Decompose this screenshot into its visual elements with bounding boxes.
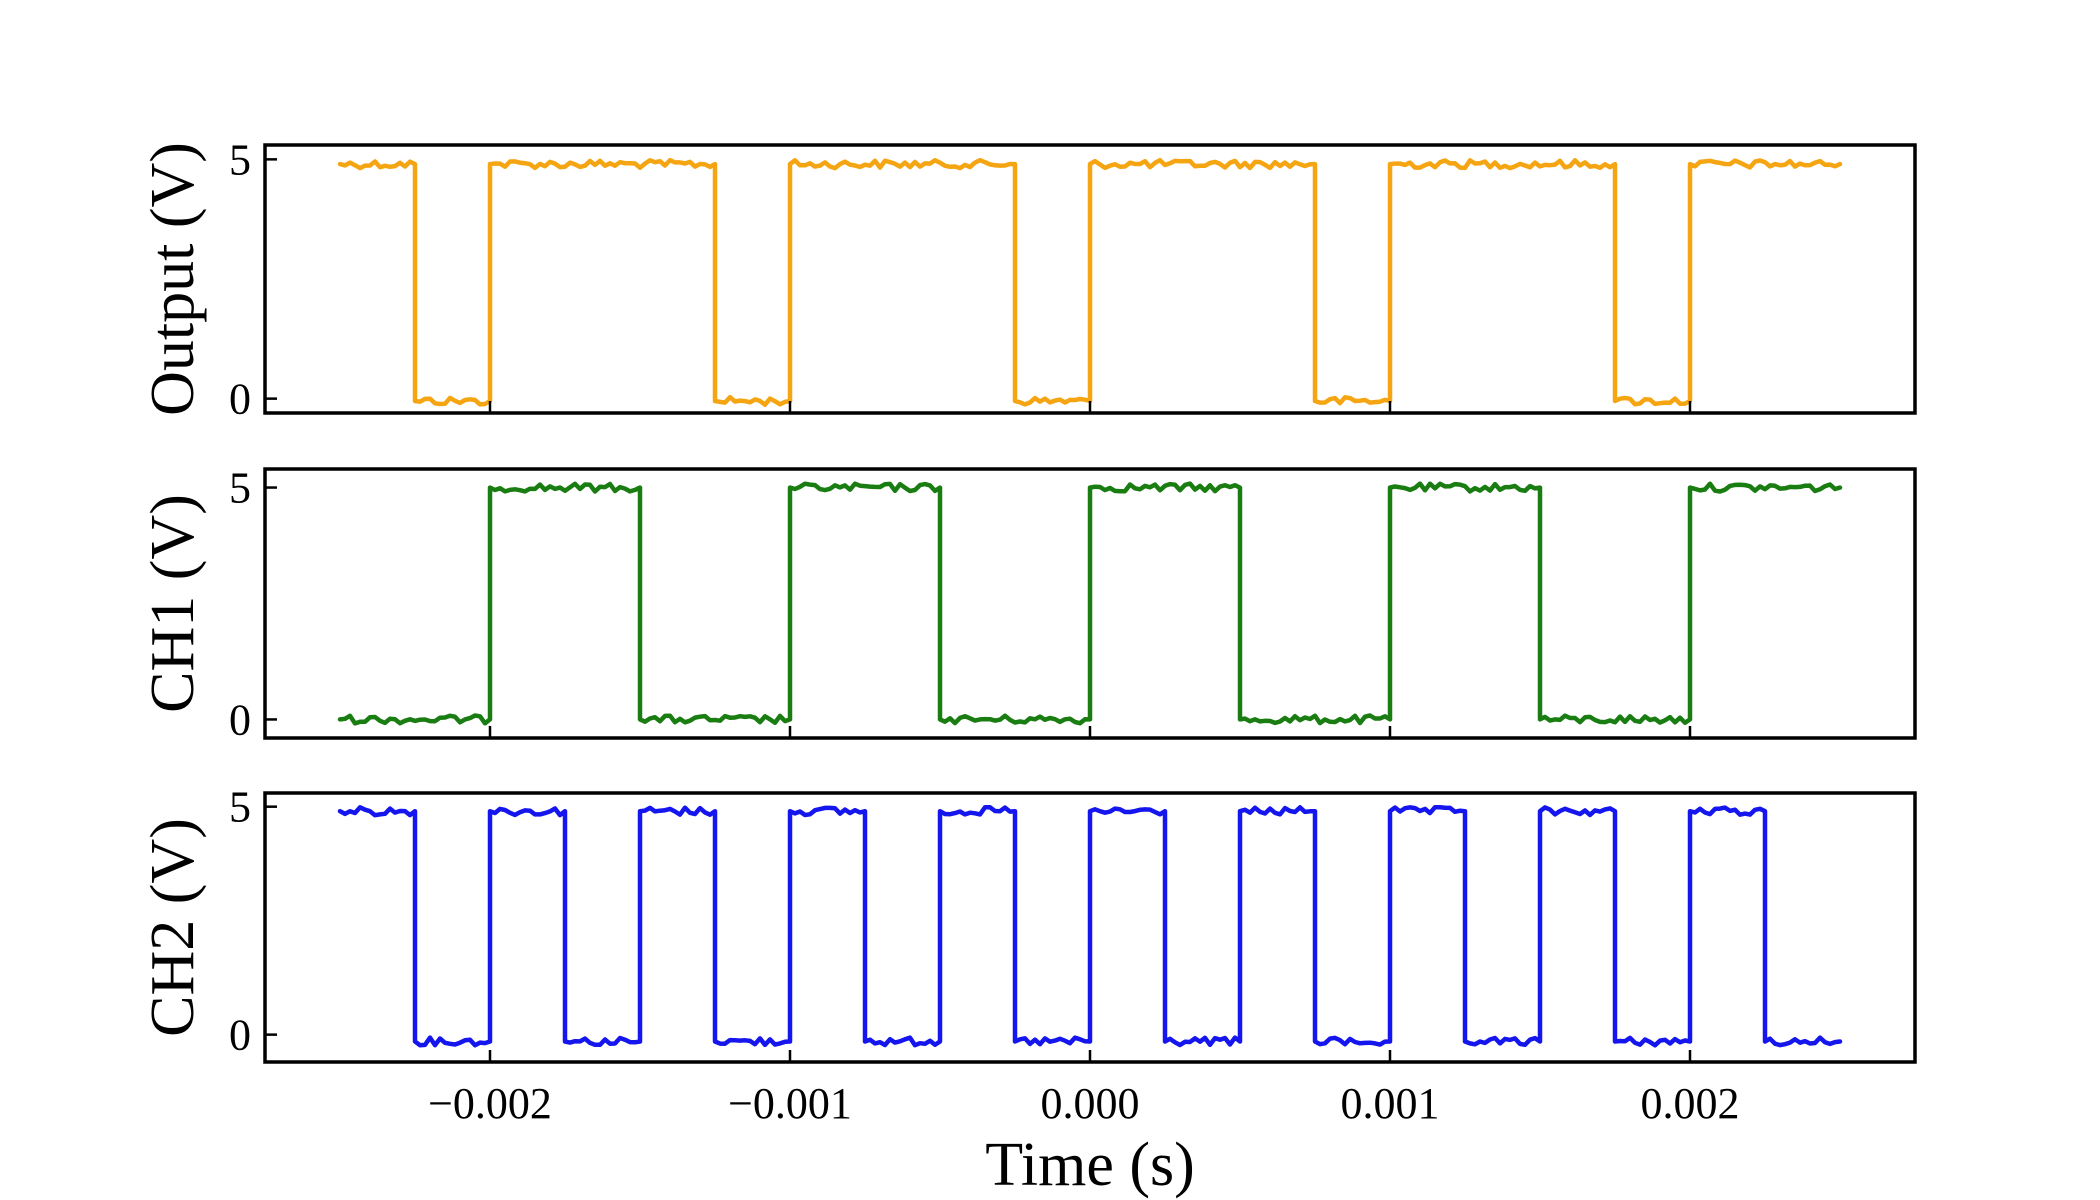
y-axis-label-ch1: CH1 (V) (139, 494, 207, 713)
x-tick-label: −0.002 (428, 1079, 552, 1128)
panel-ch2: 0 5 −0.002 −0.001 0.000 0.001 0.002 CH2 (V) Time… (139, 783, 1917, 1199)
x-tick-label: −0.001 (728, 1079, 852, 1128)
y-tick-label-output: 5 (229, 135, 251, 184)
trace-ch2 (337, 804, 1843, 1048)
y-axis-label-output: Output (V) (139, 142, 207, 416)
x-tick-label: 0.000 (1041, 1079, 1140, 1128)
trace-ch1 (337, 481, 1843, 726)
x-tick-label: 0.002 (1641, 1079, 1740, 1128)
panels: 0 5 Output (V) 0 5 CH1 (V) 0 5 −0.002 −0.001 0.000… (139, 135, 1917, 1199)
y-tick-label-ch2: 0 (229, 1011, 251, 1060)
y-tick-label-ch2: 5 (229, 783, 251, 832)
x-tick-label: 0.001 (1341, 1079, 1440, 1128)
y-tick-label-ch1: 0 (229, 695, 251, 744)
panel-output: 0 5 Output (V) (139, 135, 1917, 424)
y-tick-label-output: 0 (229, 375, 251, 424)
y-tick-label-ch1: 5 (229, 464, 251, 513)
y-axis-label-ch2: CH2 (V) (139, 818, 207, 1037)
panel-ch1: 0 5 CH1 (V) (139, 464, 1917, 744)
x-axis-label: Time (s) (985, 1131, 1195, 1199)
trace-output (337, 157, 1843, 407)
